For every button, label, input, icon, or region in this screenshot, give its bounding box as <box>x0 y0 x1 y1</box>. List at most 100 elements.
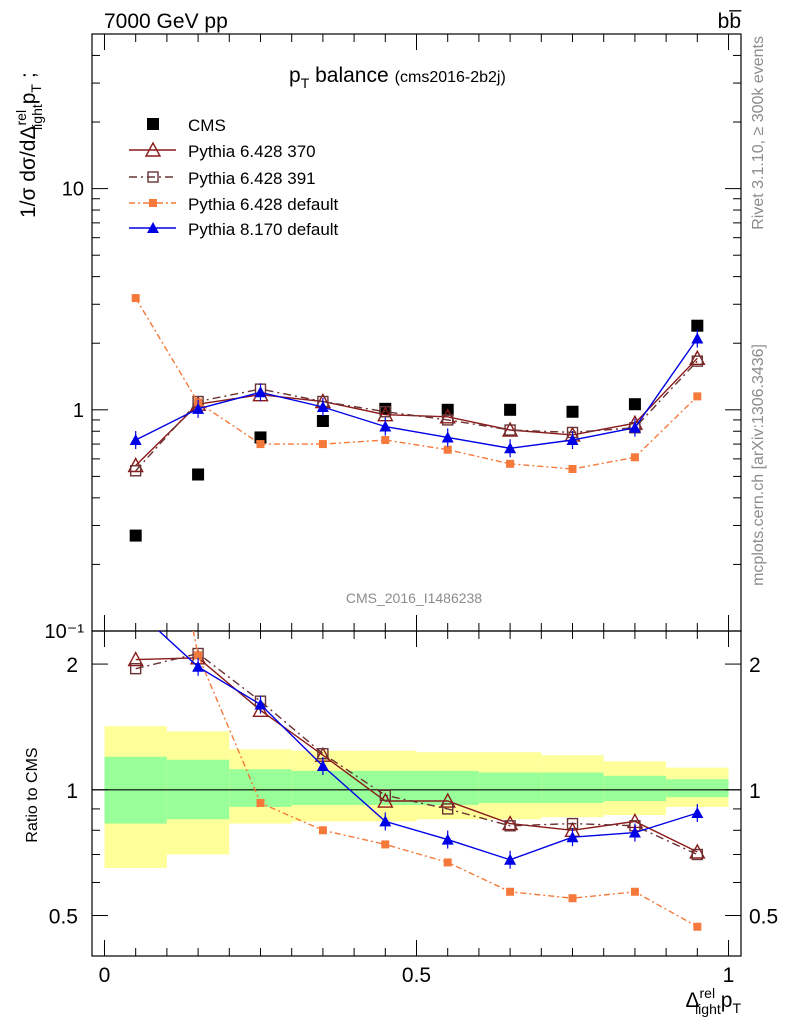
green-band <box>291 770 355 805</box>
source-label: mcplots.cern.ch [arXiv:1306.3436] <box>750 344 767 586</box>
data-point <box>691 319 704 332</box>
x-axis-label: Δrel lightpT <box>685 985 741 1017</box>
y-tick-label: 10⁻¹ <box>45 621 85 643</box>
data-point <box>318 826 327 835</box>
main-axis-ticks: 10⁻¹ 1 10 <box>45 33 741 643</box>
ratio-y-tick-label-right: 0.5 <box>749 906 778 929</box>
data-point <box>443 858 452 867</box>
ratio-series <box>127 338 706 931</box>
data-point <box>256 440 265 449</box>
data-point <box>441 833 454 845</box>
series-line <box>158 631 698 861</box>
legend-label: CMS <box>188 116 226 135</box>
data-point <box>316 400 329 412</box>
data-point <box>127 651 144 667</box>
data-point <box>130 604 142 615</box>
data-point <box>442 803 454 815</box>
ratio-y-tick-label-right: 1 <box>749 780 761 803</box>
series-line <box>135 652 698 856</box>
process-label: bb̅ <box>718 10 743 33</box>
data-point <box>693 392 702 401</box>
main-y-axis-label: 1/σ dσ/dΔrellightpT ; <box>13 72 45 218</box>
data-point <box>442 414 454 426</box>
data-point <box>131 294 140 303</box>
data-point <box>691 332 704 344</box>
data-point <box>127 457 144 473</box>
data-point <box>316 760 329 772</box>
legend-label: Pythia 6.428 391 <box>188 169 316 188</box>
data-point <box>379 789 391 802</box>
data-point <box>256 798 265 807</box>
data-point <box>504 424 516 436</box>
y-tick-label: 1 <box>73 400 84 422</box>
data-point <box>691 355 704 367</box>
data-point <box>504 403 517 416</box>
y-tick-label: 10 <box>62 179 84 201</box>
data-point <box>501 815 519 831</box>
ratio-y-tick-label-right: 2 <box>749 654 761 677</box>
data-point <box>192 660 205 672</box>
green-band <box>541 772 604 803</box>
data-point <box>379 420 392 432</box>
data-point <box>693 922 702 931</box>
data-point <box>501 421 519 437</box>
data-point <box>379 406 391 418</box>
series-line <box>135 297 698 470</box>
data-point <box>443 445 452 454</box>
data-point <box>630 453 639 462</box>
data-point <box>691 806 704 818</box>
series-cms <box>129 319 704 542</box>
data-point <box>689 349 706 365</box>
data-point <box>566 831 579 843</box>
data-point <box>566 434 579 446</box>
series-pythia-6-428-default <box>132 338 702 931</box>
data-point <box>568 894 577 903</box>
green-band <box>416 770 479 805</box>
series-line <box>135 657 698 853</box>
data-point <box>506 887 515 896</box>
data-point <box>504 853 517 865</box>
ratio-y-tick-label: 0.5 <box>49 906 78 929</box>
plot-title: pT balance (cms2016-2b2j) <box>289 64 506 91</box>
main-series <box>127 294 706 542</box>
data-point <box>192 468 205 481</box>
uncertainty-bands <box>104 726 729 868</box>
data-point <box>504 820 516 832</box>
series-line <box>192 631 698 928</box>
data-point <box>506 459 515 468</box>
series-line <box>135 338 698 450</box>
analysis-id-label: CMS_2016_I1486238 <box>346 590 482 606</box>
data-point <box>129 434 142 446</box>
data-point <box>318 440 327 449</box>
x-tick-label: 0.5 <box>402 964 431 987</box>
data-point <box>147 118 159 130</box>
green-band <box>354 770 417 805</box>
data-point <box>252 701 269 718</box>
series-line <box>135 357 698 466</box>
data-point <box>381 436 390 445</box>
x-tick-label: 0 <box>99 964 111 987</box>
data-point <box>628 421 641 433</box>
data-point <box>144 141 162 157</box>
data-point <box>129 465 142 477</box>
legend-label: Pythia 6.428 default <box>188 195 339 214</box>
rivet-version-label: Rivet 3.1.10, ≥ 300k events <box>750 36 767 230</box>
data-point <box>379 815 392 827</box>
green-band <box>666 779 729 798</box>
legend-label: Pythia 8.170 default <box>188 220 339 239</box>
data-point <box>147 171 159 183</box>
data-point <box>149 199 157 207</box>
data-point <box>691 848 704 861</box>
data-point <box>147 222 159 233</box>
data-point <box>504 442 517 454</box>
green-band <box>603 775 667 802</box>
data-point <box>254 698 267 710</box>
energy-label: 7000 GeV pp <box>104 10 228 33</box>
data-point <box>568 464 577 473</box>
data-point <box>132 338 140 346</box>
green-band <box>478 772 542 803</box>
data-point <box>194 651 203 660</box>
series-pythia-6-428-default <box>131 294 702 473</box>
data-point <box>439 408 456 424</box>
